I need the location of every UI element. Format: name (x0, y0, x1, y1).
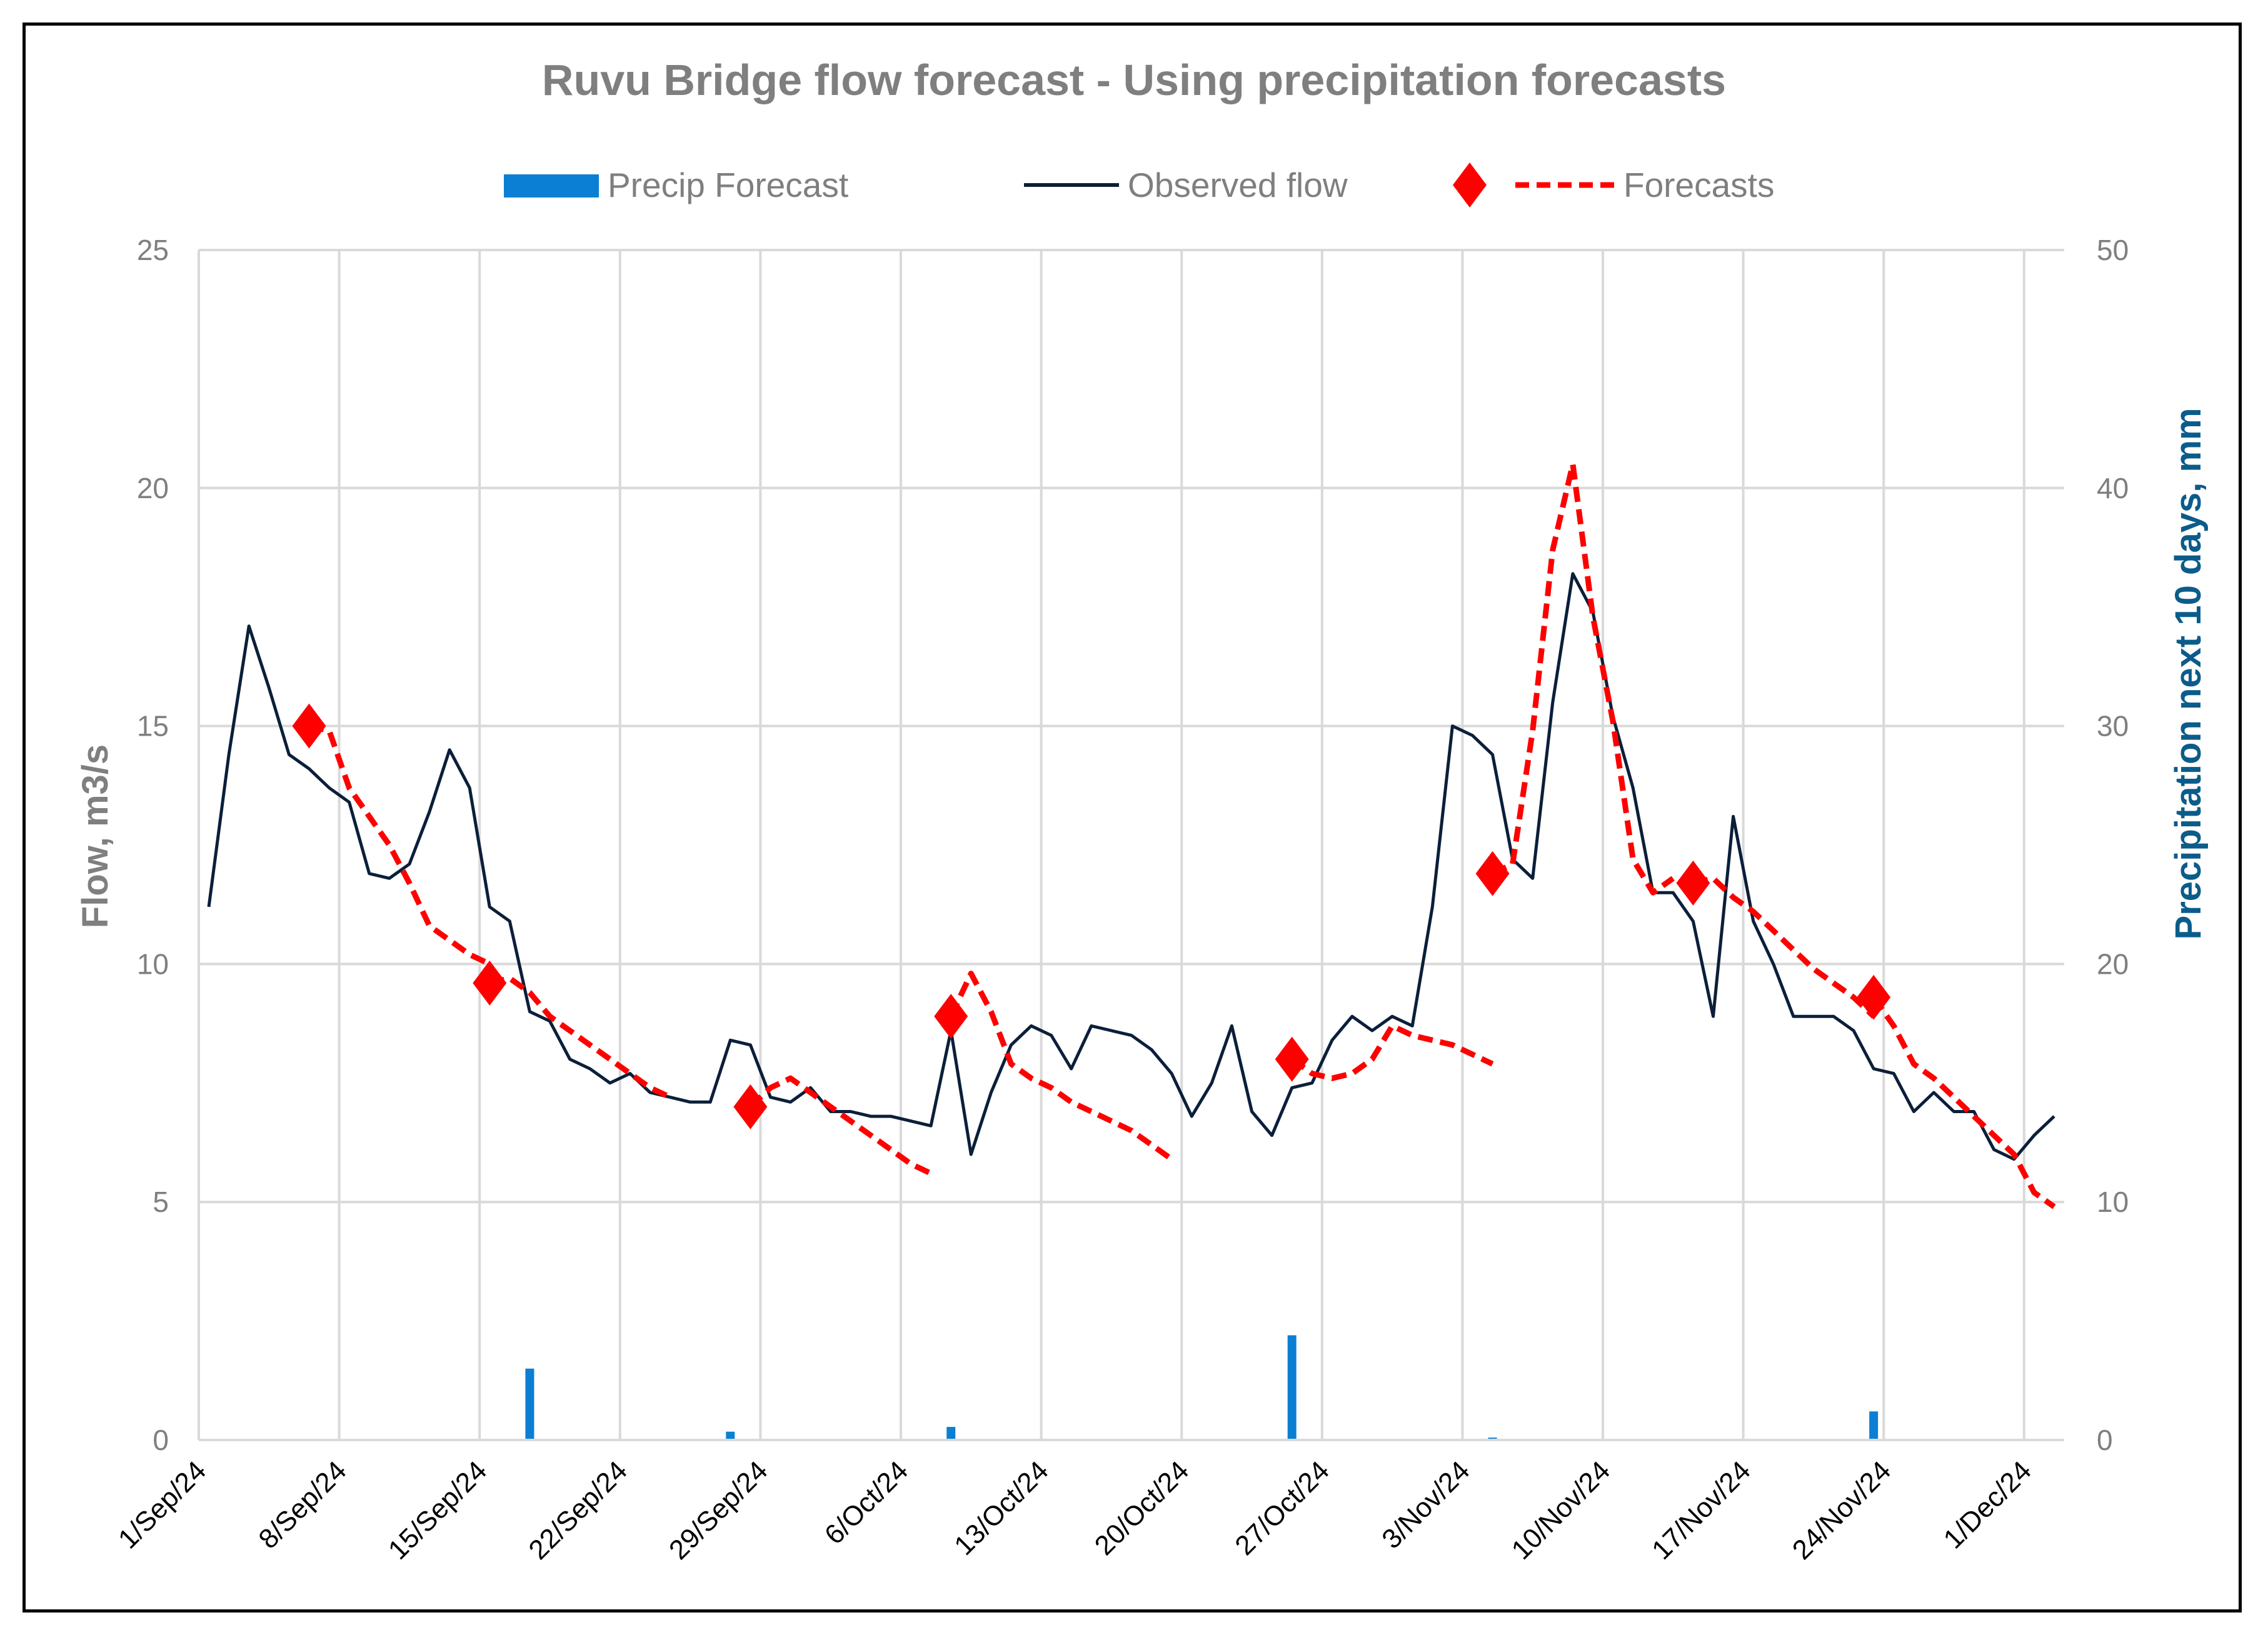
precip-bar (1869, 1411, 1879, 1440)
legend-precip-swatch (504, 174, 599, 198)
forecast-line (1692, 875, 1876, 1019)
legend-forecast-marker (1453, 162, 1487, 208)
forecast-line (1871, 996, 2056, 1209)
precip-bar (525, 1368, 534, 1440)
y-tick-label-right: 10 (2097, 1186, 2129, 1218)
forecast-marker (292, 703, 326, 749)
legend-forecast-label: Forecasts (1623, 166, 1774, 204)
y-tick-label-right: 30 (2097, 710, 2129, 742)
x-tick-label: 22/Sep/24 (523, 1455, 633, 1566)
y-axis-left-label: Flow, m3/s (75, 744, 116, 928)
x-tick-label: 20/Oct/24 (1089, 1455, 1195, 1561)
forecast-line (308, 723, 491, 967)
y-tick-label-right: 0 (2097, 1424, 2113, 1456)
forecast-marker (733, 1084, 768, 1129)
forecast-marker (1275, 1036, 1309, 1082)
precip-bar (946, 1427, 956, 1440)
y-tick-label-right: 50 (2097, 234, 2129, 266)
forecast-marker (1857, 974, 1891, 1020)
y-tick-label-left: 15 (137, 710, 169, 742)
observed-series (207, 572, 2055, 1161)
legend-precip-label: Precip Forecast (608, 166, 848, 204)
x-tick-label: 1/Sep/24 (113, 1455, 212, 1554)
y-tick-label-left: 5 (153, 1186, 169, 1218)
y-tick-label-left: 0 (153, 1424, 169, 1456)
precip-bar (1287, 1335, 1297, 1440)
y-axis-right-ticks: 0 10 20 30 40 50 (2097, 234, 2129, 1456)
x-tick-label: 8/Sep/24 (253, 1455, 352, 1554)
y-tick-label-left: 20 (137, 472, 169, 504)
forecast-series (308, 461, 2056, 1209)
forecast-line (489, 975, 671, 1100)
y-tick-label-left: 25 (137, 234, 169, 266)
legend-observed-label: Observed flow (1128, 166, 1348, 204)
x-axis-ticks: 1/Sep/24 8/Sep/24 15/Sep/24 22/Sep/24 29/Sep… (113, 1455, 2037, 1566)
x-tick-label: 3/Nov/24 (1376, 1455, 1475, 1554)
precip-bar (726, 1431, 735, 1440)
forecast-markers (292, 703, 1891, 1129)
y-axis-right-label: Precipitation next 10 days, mm (2168, 408, 2209, 940)
y-tick-label-right: 40 (2097, 472, 2129, 504)
x-tick-label: 27/Oct/24 (1229, 1455, 1335, 1561)
x-tick-label: 24/Nov/24 (1787, 1455, 1897, 1565)
forecast-line (748, 1075, 933, 1176)
y-tick-label-right: 20 (2097, 948, 2129, 980)
x-tick-label: 1/Dec/24 (1938, 1455, 2037, 1554)
y-axis-left-ticks: 0 5 10 15 20 25 (137, 234, 169, 1456)
precip-bars (525, 1335, 1879, 1440)
chart-title: Ruvu Bridge flow forecast - Using precip… (542, 56, 1726, 104)
x-tick-label: 29/Sep/24 (663, 1455, 774, 1566)
forecast-line (948, 971, 1173, 1162)
x-tick-label: 13/Oct/24 (948, 1455, 1055, 1561)
forecast-marker (1475, 851, 1510, 896)
x-tick-label: 15/Sep/24 (383, 1455, 493, 1566)
observed-flow-line (207, 572, 2055, 1161)
x-tick-label: 6/Oct/24 (819, 1455, 914, 1550)
forecast-marker (1676, 860, 1710, 906)
forecast-marker (934, 994, 968, 1039)
forecast-marker (473, 960, 507, 1006)
x-tick-label: 10/Nov/24 (1506, 1455, 1616, 1565)
forecast-line (1491, 461, 1675, 896)
y-tick-label-left: 10 (137, 948, 169, 980)
gridlines (198, 249, 2064, 1440)
legend: Precip Forecast Observed flow Forecasts (504, 162, 1774, 208)
x-tick-label: 17/Nov/24 (1646, 1455, 1756, 1565)
chart-frame (23, 22, 2242, 1612)
